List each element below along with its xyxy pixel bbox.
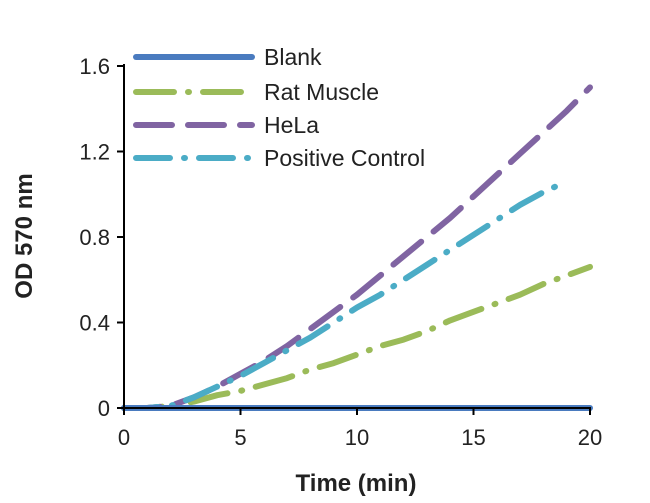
x-tick-label: 15	[461, 425, 485, 450]
x-tick-label: 0	[118, 425, 130, 450]
legend-label-rat-muscle: Rat Muscle	[264, 79, 379, 105]
series-line-rat-muscle	[121, 263, 593, 411]
series-line-hela	[121, 84, 593, 411]
legend-label-hela: HeLa	[264, 112, 319, 138]
x-tick-label: 10	[345, 425, 369, 450]
y-axis-title: OD 570 nm	[11, 173, 38, 298]
y-tick-label: 0	[98, 396, 110, 421]
y-tick-label: 0.4	[79, 311, 110, 336]
legend: Blank Rat Muscle HeLa Positive Control	[133, 44, 425, 171]
tick-labels: 0 5 10 15 20 0 0.4 0.8 1.2 1.6	[79, 54, 602, 450]
series-line-positive-control	[121, 178, 570, 411]
y-tick-label: 0.8	[79, 225, 110, 250]
plot-lines	[121, 84, 593, 411]
x-tick-label: 5	[234, 425, 246, 450]
legend-label-blank: Blank	[264, 44, 322, 70]
x-axis-title: Time (min)	[296, 470, 417, 497]
axes	[117, 64, 591, 415]
legend-label-positive-control: Positive Control	[264, 145, 425, 171]
x-tick-label: 20	[578, 425, 602, 450]
y-tick-label: 1.2	[79, 140, 110, 165]
y-tick-label: 1.6	[79, 54, 110, 79]
